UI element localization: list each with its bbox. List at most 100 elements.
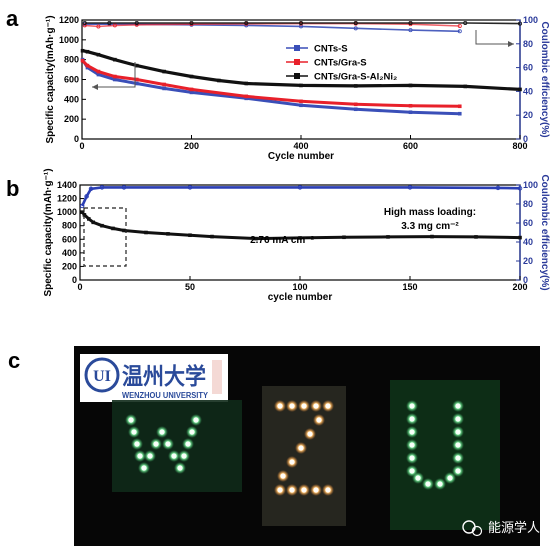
x-tick-label: 600 — [403, 141, 418, 151]
zoom-box — [83, 207, 127, 267]
panel-a-label: a — [6, 6, 19, 31]
legend-entry: CNTs/Gra-S — [314, 58, 367, 69]
series-line-1 — [81, 58, 460, 116]
arrow-right-head — [508, 41, 514, 47]
data-point — [408, 83, 413, 88]
y2-tick-label: 20 — [523, 110, 533, 120]
z-led — [325, 487, 331, 493]
data-point — [299, 99, 303, 104]
u-led — [455, 429, 461, 435]
data-point — [518, 87, 522, 92]
y-tick-label: 400 — [62, 248, 77, 258]
ce-point — [408, 20, 413, 25]
data-point — [457, 111, 462, 116]
data-point — [100, 223, 104, 228]
x-tick-label: 0 — [79, 141, 84, 151]
ce-point — [495, 185, 501, 191]
data-point — [96, 69, 101, 74]
data-point — [91, 220, 95, 225]
u-led — [409, 468, 415, 474]
legend-entry: CNTs-S — [314, 44, 348, 55]
w-led — [159, 429, 165, 435]
data-point — [162, 69, 166, 74]
w-led — [189, 429, 195, 435]
y2-tick-label: 100 — [523, 180, 538, 190]
data-point — [189, 90, 194, 95]
y2-tick-label: 80 — [523, 39, 533, 49]
w-led — [185, 441, 191, 447]
data-point — [134, 81, 139, 86]
university-name-en: WENZHOU UNIVERSITY — [122, 391, 209, 400]
data-point — [162, 82, 166, 87]
data-point — [299, 83, 303, 88]
data-point — [210, 234, 214, 239]
data-point — [80, 48, 85, 53]
ce-point — [82, 20, 87, 25]
plot-frame — [81, 19, 521, 140]
ce-point — [134, 20, 139, 25]
u-led — [455, 442, 461, 448]
z-led — [313, 403, 319, 409]
y-tick-label: 200 — [62, 261, 77, 271]
ce-point — [189, 20, 194, 25]
z-led — [289, 487, 295, 493]
y-tick-label: 200 — [64, 114, 79, 124]
ce-point — [353, 26, 358, 31]
data-point — [85, 63, 90, 68]
data-point — [430, 234, 434, 239]
ce-point — [408, 28, 413, 33]
watermark-text: 能源学人 — [488, 520, 540, 536]
data-point — [188, 233, 192, 238]
data-point — [162, 86, 166, 91]
data-point — [386, 235, 390, 239]
university-name-cn: 温州大学 — [122, 363, 206, 390]
data-point — [87, 217, 91, 221]
data-point — [144, 230, 148, 235]
series-line-3 — [82, 49, 521, 91]
data-point — [189, 87, 194, 92]
y-tick-label: 800 — [64, 55, 79, 65]
w-led — [137, 453, 143, 459]
data-point — [166, 232, 170, 236]
data-point — [353, 107, 358, 112]
z-led — [301, 487, 307, 493]
y-axis-label: Specific capacity(mAh·g⁻¹) — [45, 15, 56, 143]
data-point — [85, 65, 90, 70]
ce-point — [96, 24, 101, 29]
x-tick-label: 800 — [512, 141, 527, 151]
watermark: 能源学人 — [462, 520, 540, 537]
legend-entry: CNTs/Gra-S-Al₂Ni₂ — [314, 72, 397, 83]
data-point — [80, 58, 85, 63]
ce-line — [81, 186, 521, 207]
led-letter-w — [125, 414, 202, 474]
y-tick-label: 1400 — [57, 180, 77, 190]
y2-tick-label: 40 — [523, 237, 533, 247]
z-led — [277, 403, 283, 409]
data-point — [111, 226, 115, 231]
ce-point — [518, 21, 523, 26]
data-point — [408, 103, 413, 108]
u-led — [455, 455, 461, 461]
y-tick-label: 1000 — [57, 207, 77, 217]
u-led — [409, 429, 415, 435]
university-seal-icon — [84, 357, 120, 393]
led-letter-z — [274, 400, 334, 496]
ce-point — [407, 185, 413, 190]
data-point — [113, 74, 117, 79]
y-tick-label: 0 — [72, 275, 77, 285]
data-point — [96, 52, 101, 57]
ce-point — [99, 185, 105, 190]
data-point — [299, 103, 303, 108]
u-led — [447, 475, 453, 481]
data-point — [244, 81, 249, 86]
y2-tick-label: 40 — [523, 86, 533, 96]
z-led — [307, 431, 313, 437]
legend-swatch-marker — [294, 73, 300, 79]
data-point — [134, 77, 139, 82]
u-led — [409, 442, 415, 448]
x-tick-label: 150 — [402, 282, 417, 292]
data-point — [113, 57, 117, 62]
y-tick-label: 1200 — [57, 194, 77, 204]
ce-point — [79, 203, 85, 209]
y2-tick-label: 100 — [523, 15, 538, 25]
